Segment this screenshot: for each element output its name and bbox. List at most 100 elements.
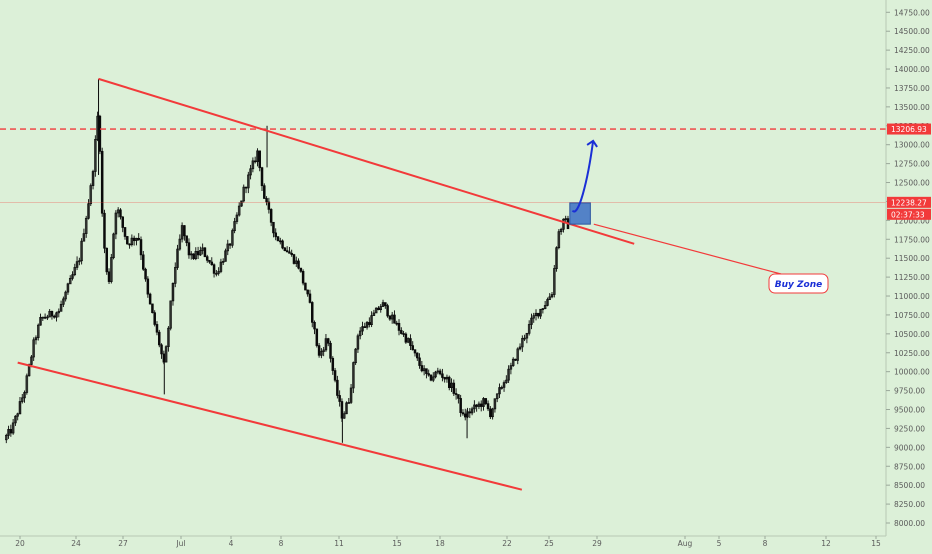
candle-body-down <box>331 357 335 371</box>
candle-body-down <box>454 393 458 395</box>
price-tick-label: 12750.00 <box>894 160 930 169</box>
candle-body-down <box>459 398 462 413</box>
price-label-text: 12238.27 <box>891 198 927 207</box>
candle-body-down <box>363 326 367 328</box>
candle-body-down <box>50 310 54 317</box>
projection-arrow-head <box>586 139 598 148</box>
projection-arrow <box>571 140 595 213</box>
candle-body-down <box>292 254 296 264</box>
price-tick-label: 14750.00 <box>894 8 930 17</box>
candle-body-down <box>274 232 277 238</box>
candle-body-down <box>489 408 492 418</box>
candle-body-up <box>247 174 250 189</box>
candle-body-up <box>553 268 556 295</box>
candle-body-up <box>516 348 519 361</box>
candle-body-down <box>418 357 421 366</box>
candle-body-down <box>468 411 472 414</box>
candle-body-up <box>87 203 90 219</box>
candle-body-down <box>151 303 154 314</box>
time-axis: 20 24 27 Jul 4 8 11 15 18 22 25 29 Aug 5 8 12 15 <box>15 536 881 548</box>
candle-body-down <box>183 225 186 237</box>
candle-body-up <box>349 387 353 403</box>
candle-body-down <box>185 235 188 244</box>
candle-body-down <box>384 302 387 307</box>
candle-body-up <box>48 310 51 318</box>
candle-body-down <box>438 370 442 375</box>
price-tick-label: 10750.00 <box>894 311 930 320</box>
candle-body-down <box>461 412 465 415</box>
candle-body-down <box>313 322 316 330</box>
candle-body-up <box>518 346 522 350</box>
candle-body-down <box>105 247 108 273</box>
candlestick-series <box>5 78 570 444</box>
candle-body-up <box>374 307 378 314</box>
candle-body-up <box>564 218 567 220</box>
candle-body-up <box>562 218 565 230</box>
price-label-box <box>887 196 931 208</box>
candle-body-up <box>491 408 494 418</box>
candle-body-up <box>390 314 394 320</box>
candle-body-down <box>452 382 456 394</box>
candle-body-down <box>205 256 209 261</box>
candle-body-up <box>249 168 252 176</box>
callout-connector <box>593 223 782 275</box>
candle-body-up <box>354 348 357 364</box>
price-label-text: 13206.93 <box>891 125 927 134</box>
candle-body-down <box>448 376 451 389</box>
candle-body-down <box>98 115 102 152</box>
candle-body-down <box>272 221 275 234</box>
candle-body-up <box>495 393 499 400</box>
candle-body-down <box>457 394 460 399</box>
candle-body-down <box>137 237 140 240</box>
price-tick-label: 8250.00 <box>894 500 925 509</box>
candle-body-down <box>203 247 207 258</box>
candle-body-up <box>55 312 58 318</box>
candle-body-up <box>16 413 19 417</box>
candle-body-up <box>75 261 79 268</box>
price-tick-label: 13750.00 <box>894 84 930 93</box>
candle-body-down <box>121 216 124 228</box>
candle-body-up <box>169 300 172 329</box>
candle-body-up <box>82 233 86 242</box>
candle-body-up <box>130 237 134 245</box>
candle-body-up <box>356 335 360 350</box>
candle-body-up <box>379 306 383 311</box>
candle-body-up <box>550 294 554 298</box>
candle-body-down <box>409 338 412 346</box>
candle-body-up <box>110 257 113 282</box>
candle-body-down <box>297 260 300 269</box>
candle-body-up <box>477 403 481 407</box>
candle-body-up <box>46 316 49 319</box>
candle-body-up <box>231 230 234 246</box>
candle-body-up <box>345 402 348 415</box>
time-tick-label: 27 <box>118 539 128 548</box>
candle-body-up <box>68 277 72 285</box>
candle-body-up <box>180 225 184 240</box>
candle-body-down <box>416 352 419 359</box>
candle-body-up <box>62 298 65 305</box>
candle-body-down <box>142 254 145 270</box>
candle-body-down <box>9 428 13 434</box>
candle-body-up <box>500 387 504 389</box>
candle-body-up <box>539 308 542 317</box>
candle-body-up <box>235 214 239 222</box>
candle-body-up <box>219 261 223 272</box>
candle-body-down <box>386 305 389 317</box>
candle-body-down <box>144 268 147 280</box>
candle-body-down <box>306 289 309 295</box>
candle-body-down <box>244 186 248 189</box>
upper-channel-line <box>98 77 635 245</box>
candle-body-down <box>196 251 200 256</box>
candle-body-up <box>507 368 510 381</box>
candle-body-up <box>59 303 63 312</box>
price-tick-label: 10250.00 <box>894 349 930 358</box>
candle-body-down <box>107 271 111 282</box>
candle-body-up <box>32 339 35 358</box>
candle-body-down <box>338 395 341 402</box>
price-labels: 13206.93 12238.27 02:37:33 <box>887 123 931 220</box>
price-label-box <box>887 123 931 135</box>
candle-body-up <box>174 267 177 284</box>
price-tick-label: 10000.00 <box>894 368 930 377</box>
candle-body-down <box>160 344 163 355</box>
